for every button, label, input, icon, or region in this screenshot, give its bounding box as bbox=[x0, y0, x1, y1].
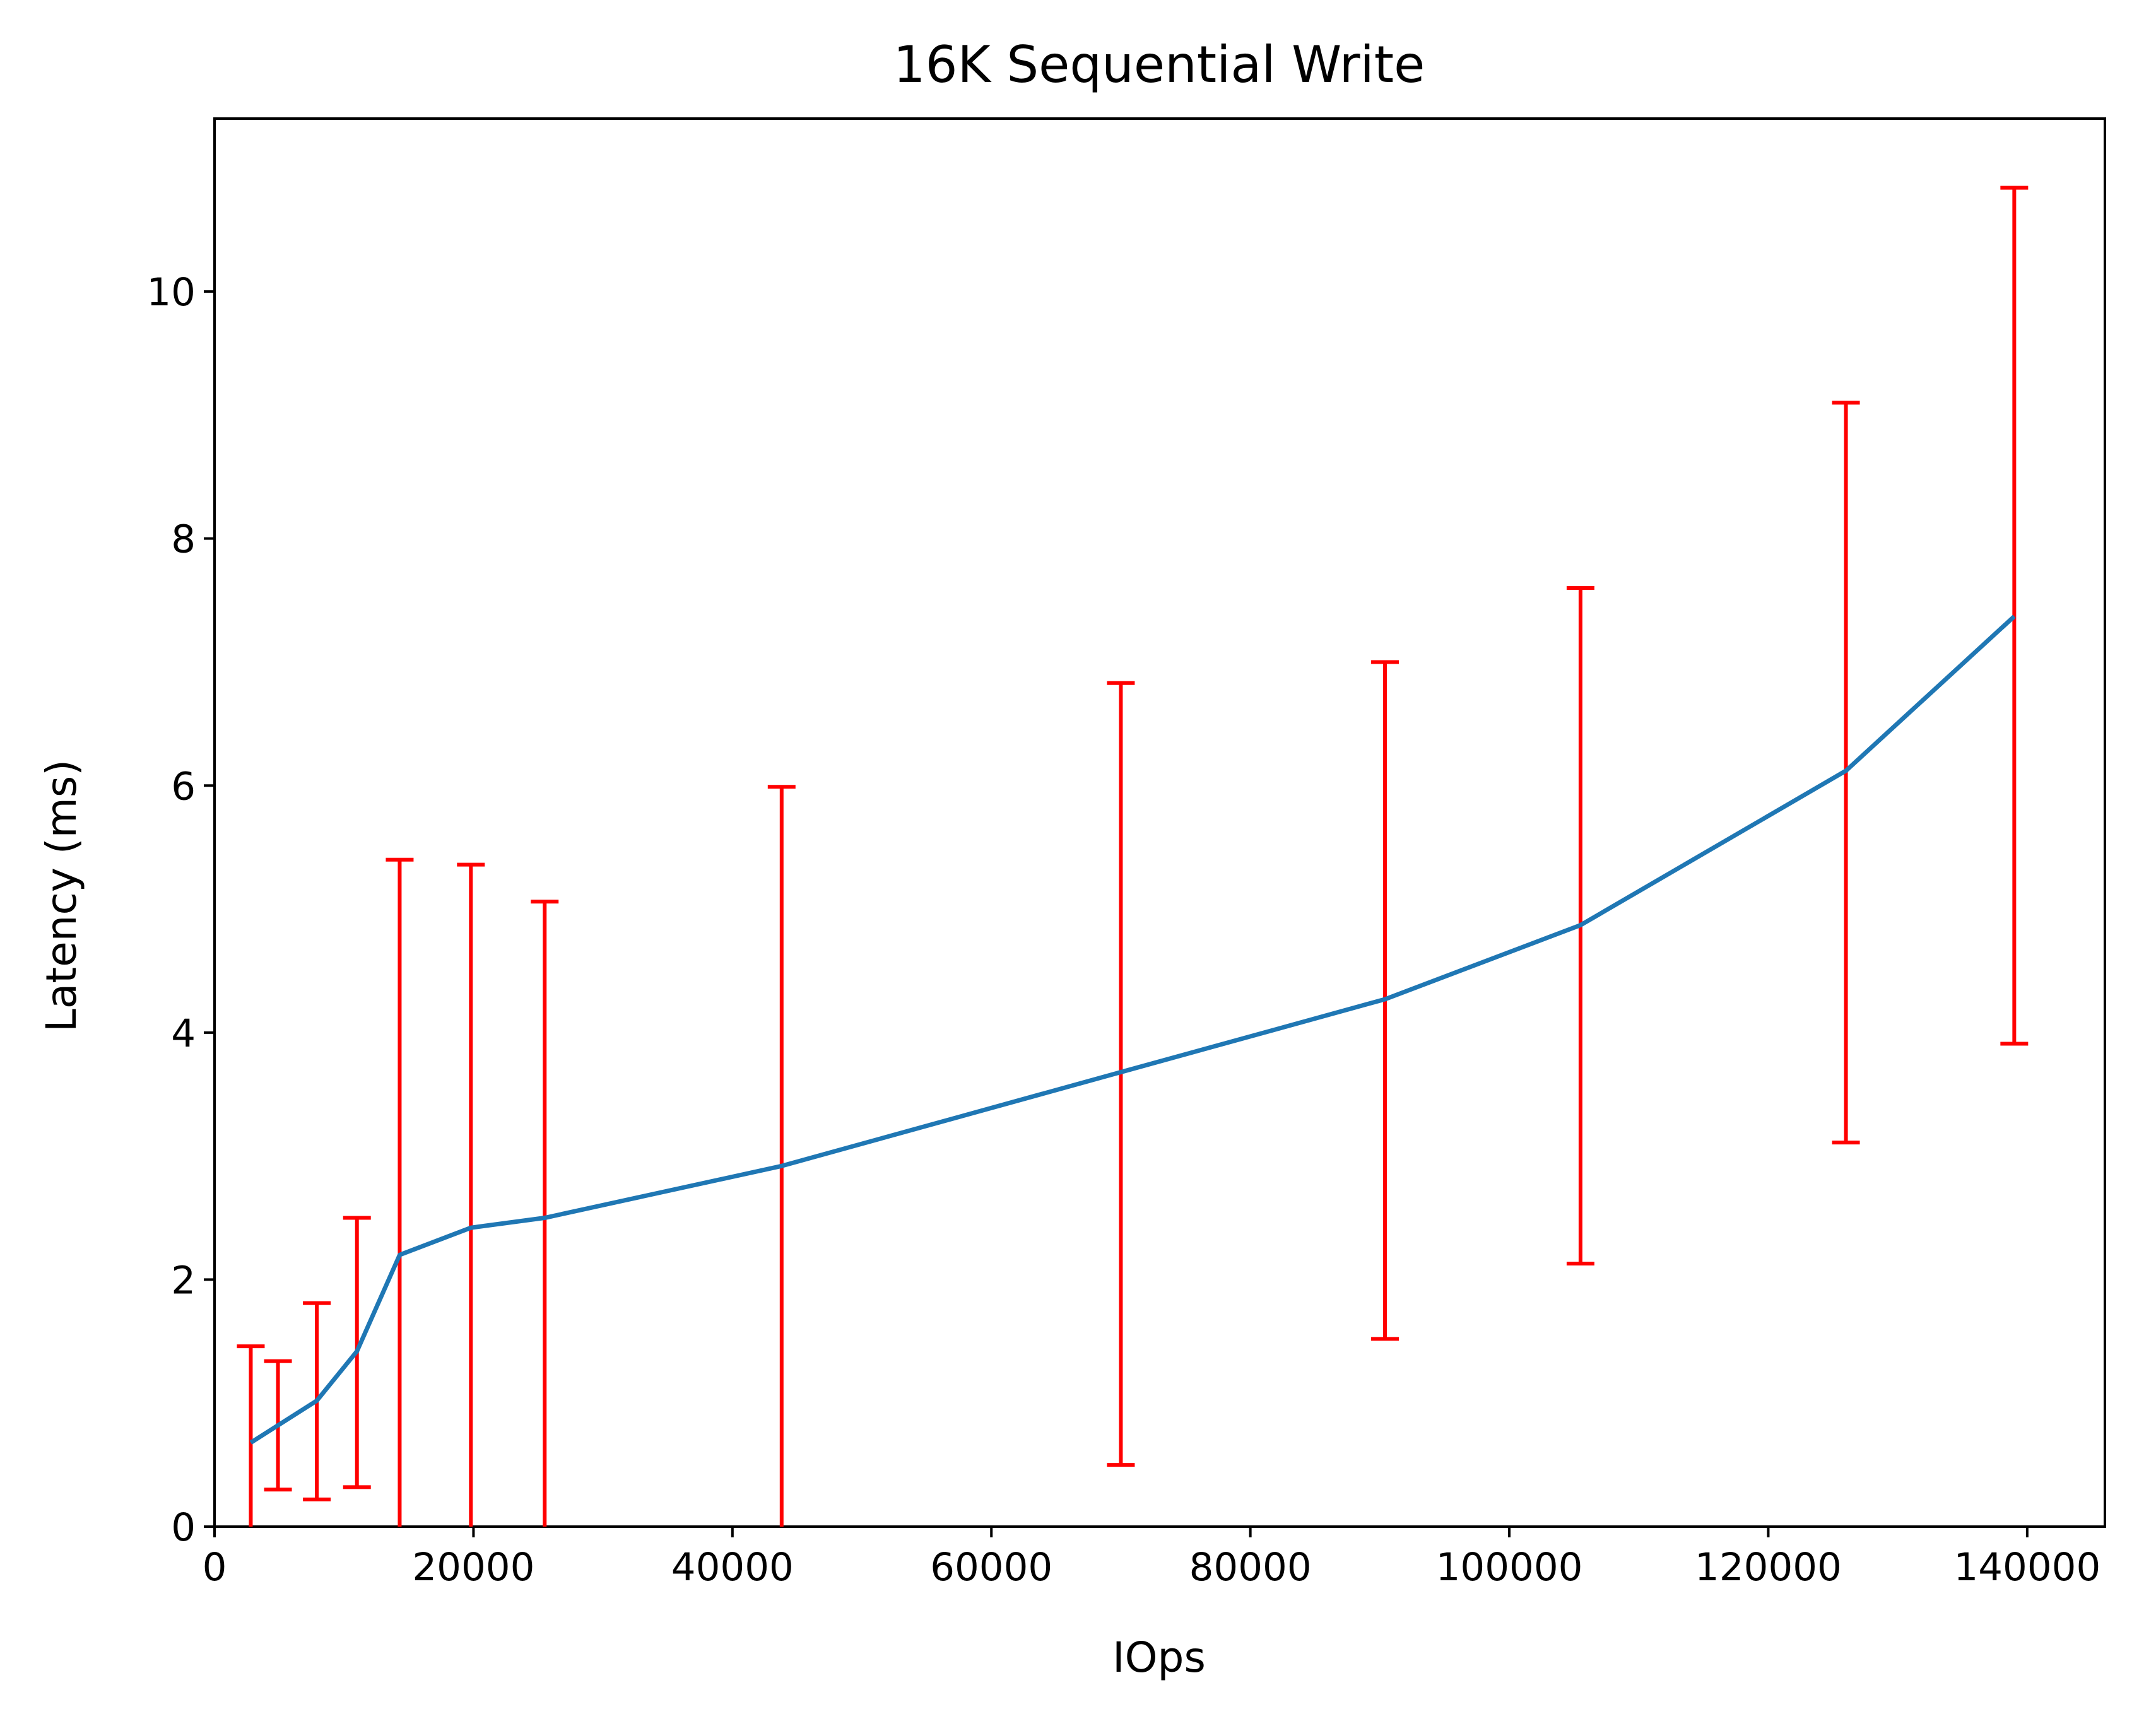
chart-title: 16K Sequential Write bbox=[893, 35, 1425, 94]
plot-frame bbox=[213, 117, 2106, 1528]
x-axis-label: IOps bbox=[1112, 1633, 1206, 1682]
y-tick-label: 10 bbox=[146, 270, 196, 315]
y-tick-label: 8 bbox=[171, 517, 196, 562]
y-axis: 0 2 4 6 8 10 bbox=[146, 270, 215, 1550]
plot-area bbox=[213, 117, 2106, 1528]
y-tick-label: 2 bbox=[171, 1258, 196, 1303]
y-axis-label: Latency (ms) bbox=[37, 760, 86, 1032]
x-tick-label: 80000 bbox=[1189, 1545, 1312, 1590]
x-tick-label: 40000 bbox=[671, 1545, 794, 1590]
x-tick-label: 140000 bbox=[1953, 1545, 2100, 1590]
series-layer bbox=[237, 185, 2029, 1527]
x-tick-label: 60000 bbox=[930, 1545, 1052, 1590]
y-tick-label: 0 bbox=[171, 1505, 196, 1550]
x-tick-label: 20000 bbox=[412, 1545, 534, 1590]
y-tick-label: 6 bbox=[171, 764, 196, 809]
x-tick-label: 0 bbox=[203, 1545, 227, 1590]
y-tick-label: 4 bbox=[171, 1011, 196, 1056]
x-axis: 0 20000 40000 60000 80000 100000 120000 140000 bbox=[203, 1527, 2100, 1590]
x-tick-label: 100000 bbox=[1436, 1545, 1583, 1590]
x-tick-label: 120000 bbox=[1695, 1545, 1842, 1590]
